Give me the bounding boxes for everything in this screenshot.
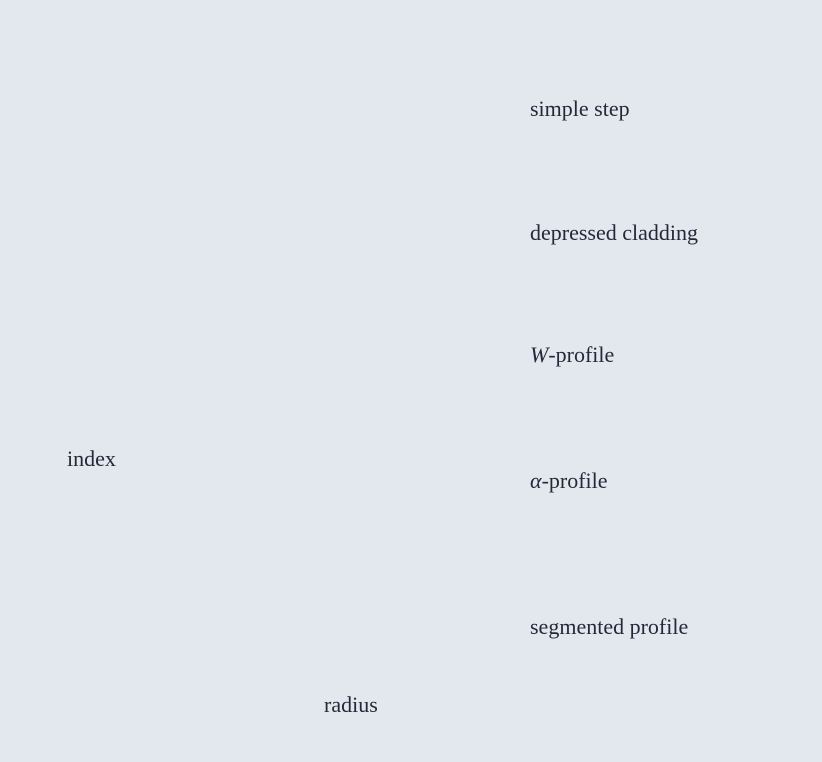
profile-label-w-profile: W-profile <box>530 342 614 368</box>
profile-label-depressed-cladding: depressed cladding <box>530 220 698 246</box>
profile-label-alpha-profile: α-profile <box>530 468 608 494</box>
profile-label-segmented-profile: segmented profile <box>530 614 688 640</box>
diagram-background <box>0 0 822 762</box>
profile-label-simple-step: simple step <box>530 96 630 122</box>
axis-label-index: index <box>67 446 116 472</box>
axis-label-radius: radius <box>324 692 378 718</box>
